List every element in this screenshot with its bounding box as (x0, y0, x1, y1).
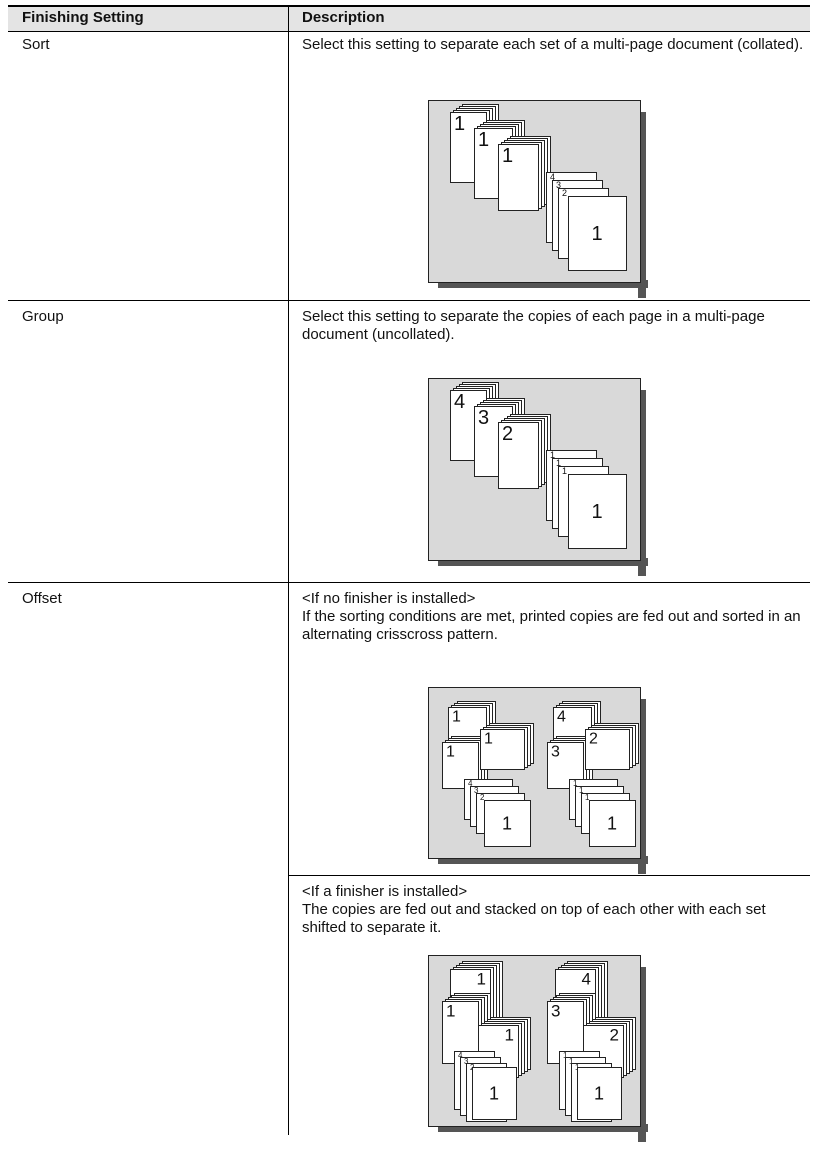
description: Select this setting to separate each set… (302, 36, 812, 54)
header-rule (8, 31, 810, 32)
sheet (589, 800, 636, 847)
sheet-label: 2 (589, 730, 598, 747)
sheet-label: 1 (591, 223, 602, 245)
description: <If a finisher is installed> The copies … (302, 883, 812, 937)
paragraph: Select this setting to separate each set… (302, 36, 804, 53)
sheet-label: 4 (582, 969, 591, 988)
sheet-label: 3 (551, 1001, 560, 1020)
sheet-label: 2 (610, 1025, 619, 1044)
shadow (438, 856, 648, 864)
sheet-label: 1 (562, 466, 567, 476)
sheet (480, 729, 525, 770)
header-cell: Description (302, 9, 385, 26)
sheet (484, 800, 531, 847)
sheet-label: 1 (591, 501, 602, 523)
sheet-label: 1 (573, 779, 578, 788)
shadow (638, 112, 646, 298)
sheet (472, 1067, 517, 1120)
sheet (577, 1067, 622, 1120)
sheet-label: 3 (551, 743, 560, 760)
sheet-label: 3 (464, 1057, 469, 1066)
sheet-label: 1 (477, 969, 486, 988)
sheet-label: 1 (594, 1083, 604, 1103)
sheet-label: 1 (585, 793, 590, 802)
sheet-label: 2 (562, 188, 567, 198)
description: Select this setting to separate the copi… (302, 308, 812, 344)
paragraph: <If a finisher is installed> (302, 883, 468, 900)
sheet-label: 1 (484, 730, 493, 747)
setting-name: Sort (22, 36, 50, 53)
description: <If no finisher is installed> If the sor… (302, 590, 812, 644)
sheet-label: 4 (454, 391, 465, 413)
setting-name: Offset (22, 590, 62, 607)
sheet (498, 422, 539, 489)
header-bg (8, 6, 810, 31)
row-rule (8, 582, 810, 583)
shadow (438, 1124, 648, 1132)
paragraph: If the sorting conditions are met, print… (302, 608, 801, 643)
sheet-label: 3 (478, 407, 489, 429)
shadow (638, 390, 646, 576)
sheet-label: 1 (454, 113, 465, 135)
column-divider (288, 5, 289, 1135)
sheet-label: 1 (505, 1025, 514, 1044)
shadow (438, 280, 648, 288)
sheet-label: 1 (563, 1051, 568, 1060)
row-rule (8, 300, 810, 301)
sheet-label: 4 (468, 779, 473, 788)
sheet (568, 196, 627, 271)
top-rule (8, 5, 810, 7)
header-cell: Finishing Setting (22, 9, 144, 26)
sheet-label: 3 (556, 180, 561, 190)
sheet-label: 1 (502, 813, 512, 833)
sheet (585, 729, 630, 770)
sheet-label: 1 (569, 1057, 574, 1066)
sheet-label: 1 (556, 458, 561, 468)
sheet (568, 474, 627, 549)
shadow (638, 967, 646, 1142)
sheet-label: 2 (480, 793, 485, 802)
sub-row-rule (288, 875, 810, 876)
sheet-label: 1 (489, 1083, 499, 1103)
sheet-label: 4 (550, 172, 555, 182)
sheet-label: 1 (579, 786, 584, 795)
sheet-label: 3 (474, 786, 479, 795)
sheet (498, 144, 539, 211)
sheet-label: 1 (446, 1001, 455, 1020)
shadow (438, 558, 648, 566)
sheet-label: 1 (607, 813, 617, 833)
sheet-label: 1 (502, 145, 513, 167)
paragraph: The copies are fed out and stacked on to… (302, 901, 766, 936)
sheet-label: 4 (557, 708, 566, 725)
paragraph: Select this setting to separate the copi… (302, 308, 765, 343)
setting-name: Group (22, 308, 64, 325)
sheet-label: 1 (550, 450, 555, 460)
paragraph: <If no finisher is installed> (302, 590, 476, 607)
sheet-label: 4 (458, 1051, 463, 1060)
sheet-label: 2 (502, 423, 513, 445)
sheet-label: 1 (478, 129, 489, 151)
shadow (638, 699, 646, 874)
sheet-label: 1 (452, 708, 461, 725)
sheet-label: 1 (446, 743, 455, 760)
